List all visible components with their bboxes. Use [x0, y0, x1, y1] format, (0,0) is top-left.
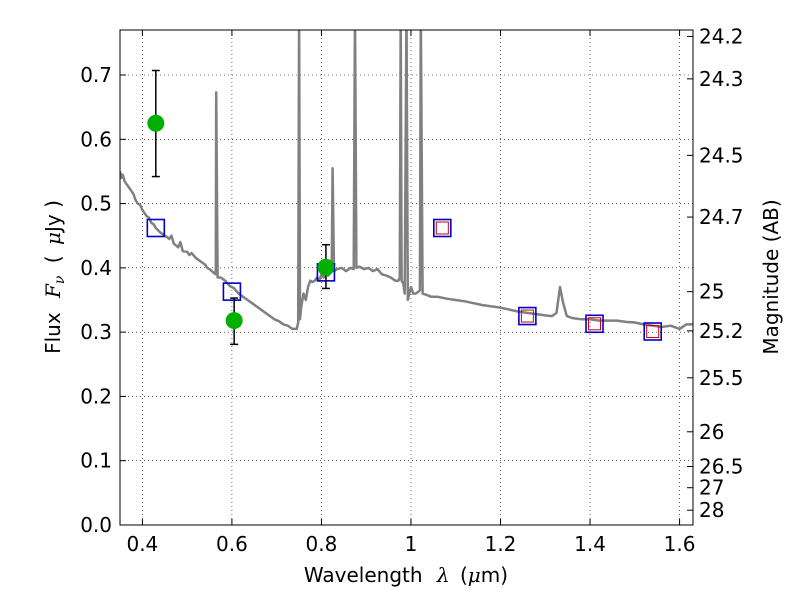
y-tick-label: 0.6 [80, 127, 112, 151]
mag-tick-label: 25.5 [699, 366, 744, 390]
model-photometry-point [643, 322, 663, 341]
x-tick-label: 1 [405, 532, 418, 556]
plot-frame [119, 29, 694, 526]
y-tick-label: 0.7 [80, 63, 112, 87]
mag-tick-label: 24.7 [699, 205, 744, 229]
grid-lines [120, 30, 693, 526]
observed-green-point [147, 114, 165, 132]
y-tick-label: 0.2 [80, 384, 112, 408]
series-layer [120, 30, 693, 346]
y-axis-unit-mu: μ [41, 232, 65, 245]
x-tick-label: 1.2 [485, 532, 517, 556]
mag-tick-label: 24.5 [699, 143, 744, 167]
observed-green-point [225, 312, 243, 330]
observed-green-point [317, 258, 335, 276]
mag-tick-label: 25.2 [699, 319, 744, 343]
model-photometry-point [433, 218, 452, 238]
mag-tick-label: 25 [699, 280, 724, 304]
x-axis-unit-open: ( [460, 563, 468, 587]
y-tick-label: 0.1 [80, 449, 112, 473]
mag-tick-label: 26.5 [699, 455, 744, 479]
y-tick-label: 0.5 [80, 192, 112, 216]
y-axis-symbol: F [41, 283, 65, 299]
y2-axis-title: Magnitude (AB) [759, 199, 783, 354]
x-tick-label: 1.4 [574, 532, 606, 556]
x-axis-symbol: λ [436, 563, 450, 587]
observed-red-point [520, 309, 534, 323]
x-tick-label: 0.6 [216, 532, 248, 556]
x-tick-label: 1.6 [664, 532, 696, 556]
mag-tick-label: 27 [699, 476, 724, 500]
tick-marks [120, 30, 693, 526]
model-photometry-point [146, 218, 166, 238]
x-tick-label: 0.8 [306, 532, 338, 556]
mag-tick-label: 28 [699, 498, 724, 522]
y-tick-label: 0.3 [80, 320, 112, 344]
model-photometry-point [518, 306, 537, 326]
mag-tick-label: 24.2 [699, 24, 744, 48]
y-axis-unit-open: ( [41, 255, 65, 263]
x-axis-title-text: Wavelength [304, 563, 423, 587]
x-tick-label: 0.4 [126, 532, 158, 556]
y-tick-label: 0.0 [80, 513, 112, 537]
y-tick-label: 0.4 [80, 256, 112, 280]
tick-labels: 0.4 0.6 0.8 1 1.2 1.4 1.6 0.0 0.1 0.2 0.3 0.4 0.5 0.6… [80, 24, 743, 556]
mag-tick-label: 26 [699, 420, 724, 444]
observed-red-point [588, 317, 602, 331]
y-axis-title: Flux Fν ( μJy ) [41, 200, 69, 354]
x-axis-unit-mu: μ [468, 563, 481, 587]
observed-red-point [646, 325, 660, 338]
model-photometry-point [585, 314, 604, 334]
model-photometry-point [222, 282, 242, 301]
y-axis-subscript: ν [52, 275, 68, 284]
observed-red-point [435, 221, 449, 235]
x-axis-title: Wavelength λ (μm) [304, 563, 508, 587]
y-axis-title-text: Flux [41, 312, 65, 354]
mag-tick-label: 24.3 [699, 67, 744, 91]
y-axis-unit-rest: Jy ) [41, 200, 65, 234]
x-axis-unit-rest: m) [481, 563, 508, 587]
